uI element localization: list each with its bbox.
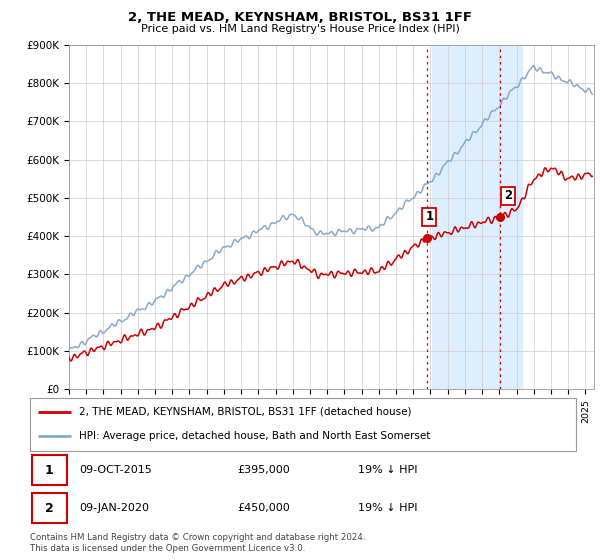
Text: HPI: Average price, detached house, Bath and North East Somerset: HPI: Average price, detached house, Bath… [79,431,431,441]
Text: 2, THE MEAD, KEYNSHAM, BRISTOL, BS31 1FF (detached house): 2, THE MEAD, KEYNSHAM, BRISTOL, BS31 1FF… [79,407,412,417]
FancyBboxPatch shape [32,455,67,485]
Text: 2, THE MEAD, KEYNSHAM, BRISTOL, BS31 1FF: 2, THE MEAD, KEYNSHAM, BRISTOL, BS31 1FF [128,11,472,24]
Text: £395,000: £395,000 [238,465,290,475]
FancyBboxPatch shape [32,493,67,523]
Text: 1: 1 [45,464,54,477]
Text: 19% ↓ HPI: 19% ↓ HPI [358,503,417,513]
Bar [432,45,522,389]
Text: Price paid vs. HM Land Registry's House Price Index (HPI): Price paid vs. HM Land Registry's House … [140,24,460,34]
Text: 2: 2 [505,189,512,203]
Text: 19% ↓ HPI: 19% ↓ HPI [358,465,417,475]
Text: £450,000: £450,000 [238,503,290,513]
FancyBboxPatch shape [30,398,576,451]
Text: Contains HM Land Registry data © Crown copyright and database right 2024.
This d: Contains HM Land Registry data © Crown c… [30,533,365,553]
Text: 2: 2 [45,502,54,515]
Text: 09-JAN-2020: 09-JAN-2020 [79,503,149,513]
Text: 09-OCT-2015: 09-OCT-2015 [79,465,152,475]
Text: 1: 1 [425,211,433,223]
